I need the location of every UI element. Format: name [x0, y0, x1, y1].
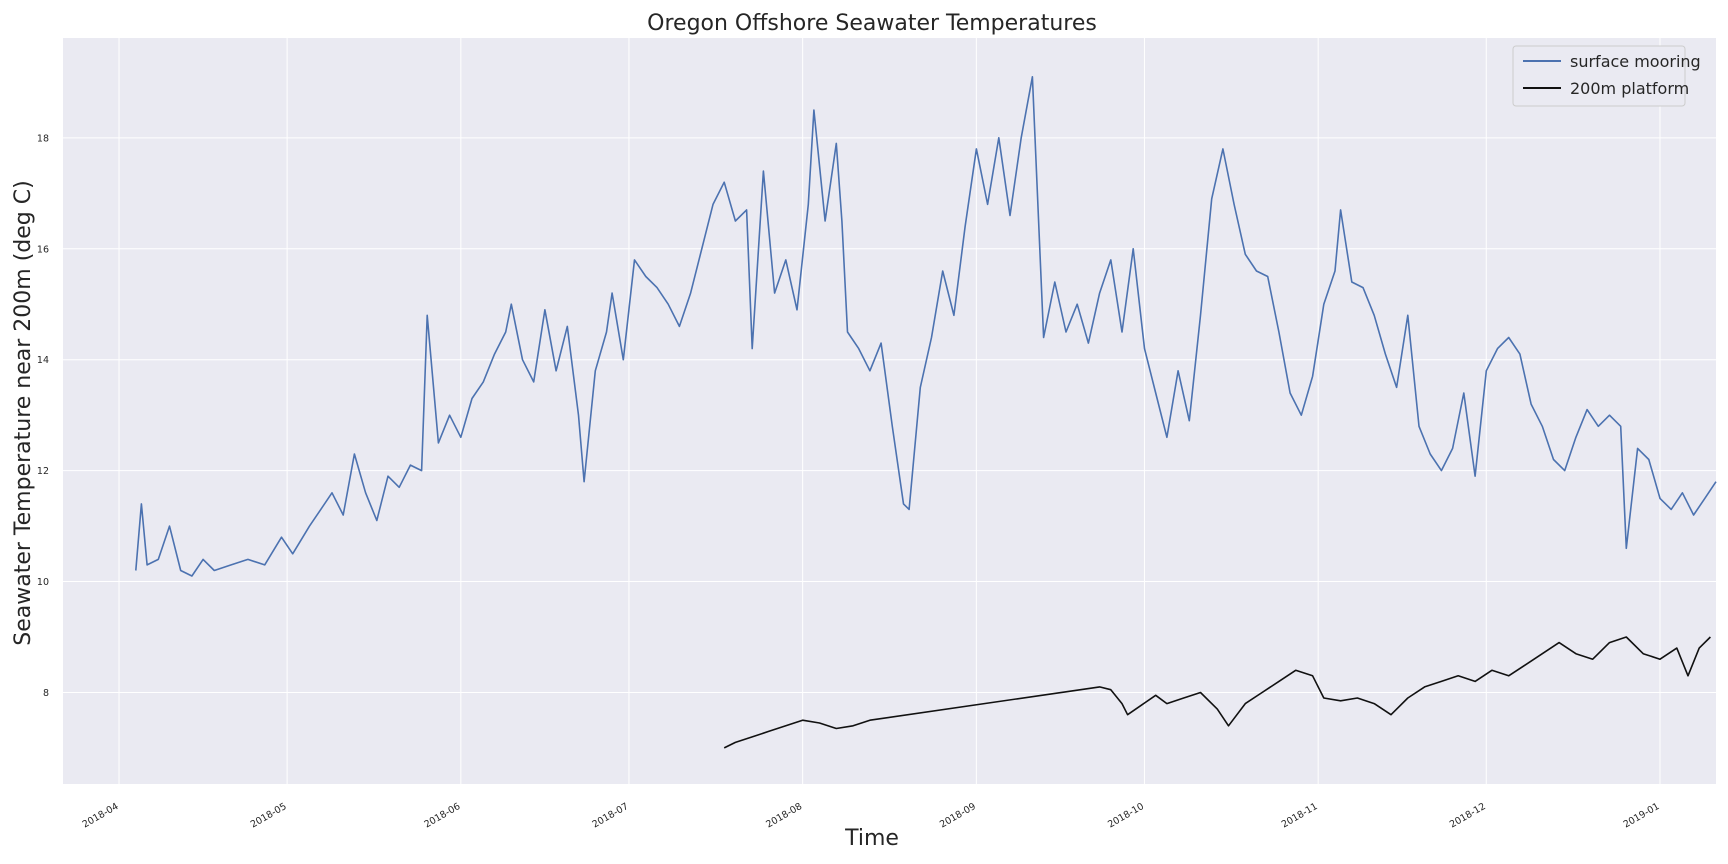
x-tick-label: 2019-01	[1622, 801, 1662, 830]
y-axis-ticks: 8 10 12 14 16 18	[37, 133, 49, 699]
y-axis-label: Seawater Temperature near 200m (deg C)	[11, 180, 36, 645]
legend-entry-200m-platform: 200m platform	[1570, 79, 1689, 98]
y-tick-label: 10	[37, 577, 49, 588]
x-tick-label: 2018-11	[1280, 801, 1320, 830]
x-tick-label: 2018-06	[422, 801, 462, 830]
x-tick-label: 2018-05	[249, 801, 289, 830]
y-tick-label: 8	[43, 688, 49, 699]
y-tick-label: 16	[37, 244, 49, 255]
series-line-200m-platform	[723, 636, 1711, 749]
series-line-surface-mooring	[135, 76, 1717, 577]
x-tick-label: 2018-04	[81, 801, 121, 830]
series-lines	[135, 76, 1717, 749]
chart-title: Oregon Offshore Seawater Temperatures	[647, 11, 1097, 36]
legend: surface mooring 200m platform	[1512, 45, 1701, 107]
legend-entry-surface-mooring: surface mooring	[1570, 52, 1701, 71]
x-tick-label: 2018-09	[938, 801, 978, 830]
x-tick-label: 2018-08	[764, 801, 804, 830]
y-tick-label: 12	[37, 466, 49, 477]
x-axis-label: Time	[844, 826, 899, 851]
y-tick-label: 18	[37, 133, 49, 144]
x-tick-label: 2018-10	[1106, 801, 1146, 830]
x-tick-label: 2018-12	[1448, 801, 1488, 830]
x-tick-label: 2018-07	[591, 801, 631, 830]
y-tick-label: 14	[37, 355, 49, 366]
gridlines	[63, 38, 1716, 784]
